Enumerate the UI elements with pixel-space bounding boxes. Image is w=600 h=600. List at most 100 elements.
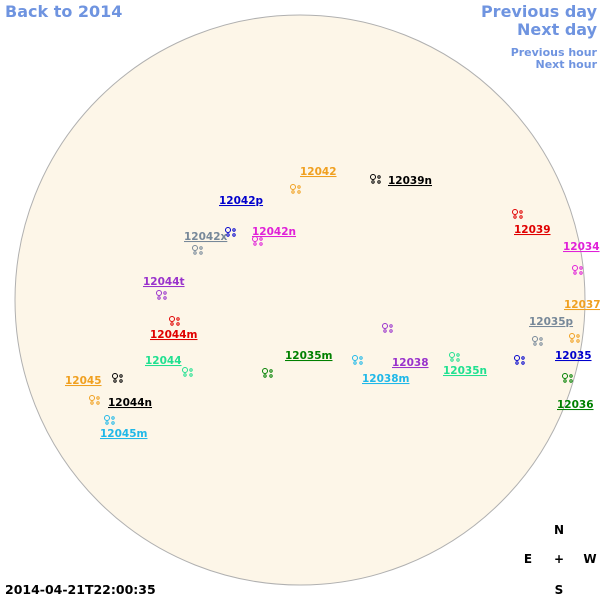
region-feature [193, 251, 197, 255]
region-feature [259, 237, 263, 241]
solar-disk [14, 14, 586, 586]
region-feature [189, 368, 193, 372]
region-feature [450, 358, 454, 362]
compass-center: + [554, 552, 564, 566]
region-feature [119, 379, 123, 383]
region-feature [515, 361, 519, 365]
region-feature [573, 271, 577, 275]
region-label[interactable]: 12035m [285, 350, 333, 362]
region-feature [183, 373, 187, 377]
region-label[interactable]: 12034 [563, 241, 600, 253]
region-feature [512, 209, 518, 215]
region-feature [370, 174, 376, 180]
region-feature [291, 190, 295, 194]
region-feature [352, 355, 358, 361]
region-label[interactable]: 12038 [392, 357, 429, 369]
region-feature [353, 361, 357, 365]
region-feature [519, 210, 523, 214]
region-feature [96, 396, 100, 400]
region-feature [89, 395, 95, 401]
region-label[interactable]: 12042x [184, 231, 228, 243]
region-feature [192, 245, 198, 251]
region-label[interactable]: 12044m [150, 329, 198, 341]
region-feature [539, 342, 543, 346]
region-feature [297, 185, 301, 189]
region-feature [569, 374, 573, 378]
previous-day-link[interactable]: Previous day [481, 2, 598, 21]
region-label[interactable]: 12045m [100, 428, 148, 440]
region-feature [163, 296, 167, 300]
region-feature [170, 322, 174, 326]
region-feature [112, 373, 118, 379]
region-feature [111, 416, 115, 420]
region-feature [199, 251, 203, 255]
region-feature [182, 367, 188, 373]
back-link[interactable]: Back to 2014 [5, 2, 122, 21]
region-feature [225, 227, 231, 233]
region-label[interactable]: 12042 [300, 166, 337, 178]
region-feature [199, 246, 203, 250]
region-feature [521, 361, 525, 365]
region-feature [119, 374, 123, 378]
next-day-link[interactable]: Next day [517, 20, 598, 39]
region-feature [562, 373, 568, 379]
region-feature [232, 228, 236, 232]
region-feature [290, 184, 296, 190]
region-feature [96, 401, 100, 405]
region-feature [111, 421, 115, 425]
region-feature [176, 317, 180, 321]
region-feature [456, 358, 460, 362]
region-feature [576, 339, 580, 343]
region-feature [269, 374, 273, 378]
region-feature [157, 296, 161, 300]
region-label[interactable]: 12042p [219, 195, 264, 207]
region-feature [104, 415, 110, 421]
region-label[interactable]: 12042n [252, 226, 296, 238]
region-feature [377, 175, 381, 179]
region-feature [563, 379, 567, 383]
region-feature [539, 337, 543, 341]
region-feature [579, 271, 583, 275]
compass-south: S [555, 583, 564, 597]
region-label[interactable]: 12035n [443, 365, 487, 377]
region-label[interactable]: 12039n [388, 175, 432, 187]
region-feature [389, 329, 393, 333]
region-feature [521, 356, 525, 360]
region-label[interactable]: 12035 [555, 350, 592, 362]
region-feature [232, 233, 236, 237]
region-label[interactable]: 12036 [557, 399, 594, 411]
region-feature [252, 236, 258, 242]
region-feature [253, 242, 257, 246]
region-feature [570, 339, 574, 343]
region-feature [113, 379, 117, 383]
region-label[interactable]: 12045 [65, 375, 102, 387]
region-feature [105, 421, 109, 425]
region-feature [449, 352, 455, 358]
region-label[interactable]: 12044n [108, 397, 152, 409]
region-feature [532, 336, 538, 342]
compass-west: W [583, 552, 596, 566]
region-label[interactable]: 12044 [145, 355, 182, 367]
region-feature [169, 316, 175, 322]
region-label[interactable]: 12039 [514, 224, 551, 236]
region-feature [269, 369, 273, 373]
compass-east: E [524, 552, 532, 566]
region-label[interactable]: 12044t [143, 276, 185, 288]
region-label[interactable]: 12038m [362, 373, 410, 385]
region-label[interactable]: 12035p [529, 316, 574, 328]
region-feature [456, 353, 460, 357]
next-hour-link[interactable]: Next hour [536, 58, 598, 71]
region-feature [297, 190, 301, 194]
region-feature [377, 180, 381, 184]
compass-north: N [554, 523, 564, 537]
region-feature [519, 215, 523, 219]
region-label[interactable]: 12037 [564, 299, 600, 311]
timestamp: 2014-04-21T22:00:35 [5, 582, 156, 597]
region-feature [533, 342, 537, 346]
region-feature [383, 329, 387, 333]
region-feature [156, 290, 162, 296]
region-feature [569, 333, 575, 339]
previous-hour-link[interactable]: Previous hour [511, 46, 598, 59]
